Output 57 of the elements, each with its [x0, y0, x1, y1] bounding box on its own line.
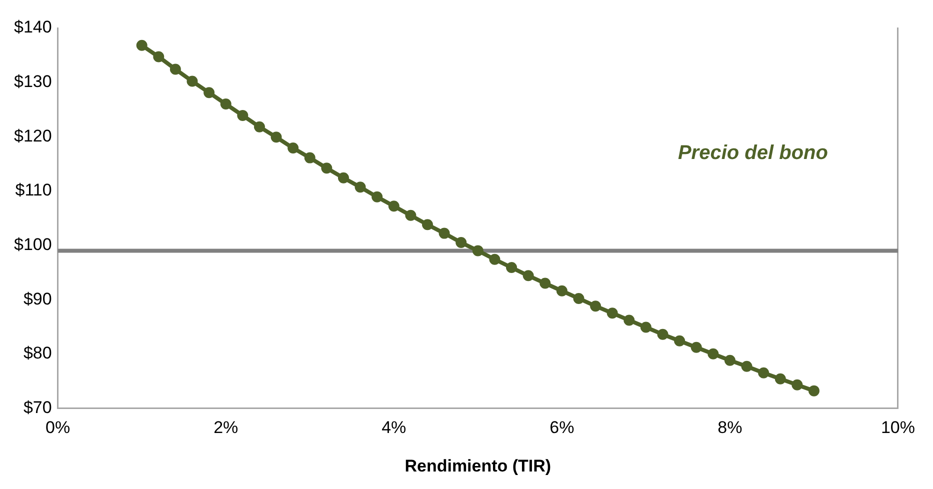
y-tick-label: $120: [14, 126, 52, 146]
point: [758, 367, 770, 378]
point: [220, 98, 232, 110]
point: [590, 300, 602, 312]
point: [186, 76, 198, 87]
point: [657, 328, 668, 340]
point: [573, 292, 584, 304]
point: [388, 200, 400, 212]
y-tick-label: $100: [14, 234, 52, 254]
point: [540, 278, 551, 289]
x-tick-label: 2%: [214, 418, 238, 438]
point: [606, 308, 618, 319]
point: [774, 373, 786, 384]
point: [690, 342, 702, 353]
point: [489, 254, 500, 265]
point: [136, 40, 148, 51]
y-tick-label: $140: [14, 18, 52, 37]
text: Precio del bono: [678, 142, 828, 164]
point: [472, 245, 484, 256]
x-tick-label: 0%: [46, 418, 70, 438]
point: [741, 360, 752, 372]
x-axis-title: Rendimiento (TIR): [404, 456, 552, 476]
point: [808, 385, 820, 396]
y-tick-label: $90: [23, 289, 52, 308]
point: [724, 354, 736, 366]
point: [640, 322, 652, 333]
point: [321, 162, 332, 174]
point: [204, 87, 215, 98]
x-tick-label: 4%: [382, 418, 406, 438]
x-tick-label: 10%: [880, 418, 916, 438]
y-tick-label: $70: [23, 398, 52, 417]
point: [270, 132, 282, 143]
point: [170, 64, 181, 75]
point: [792, 379, 803, 390]
point: [372, 191, 383, 202]
y-tick-label: $130: [14, 72, 52, 91]
point: [422, 219, 433, 230]
y-tick-label: $80: [23, 344, 52, 363]
point: [338, 172, 349, 184]
point: [354, 182, 366, 193]
point: [405, 210, 416, 221]
point: [288, 142, 299, 154]
point: [237, 110, 248, 121]
point: [624, 314, 635, 326]
x-tick-label: 8%: [718, 418, 742, 438]
point: [708, 348, 719, 360]
point: [556, 285, 568, 296]
point: [674, 335, 686, 346]
point: [456, 237, 467, 248]
point: [506, 262, 518, 274]
y-tick-label: $110: [15, 180, 52, 200]
x-tick-label: 6%: [550, 418, 574, 438]
point: [153, 51, 164, 62]
point: [438, 228, 450, 239]
point: [522, 270, 534, 282]
point: [304, 152, 316, 164]
point: [254, 121, 265, 132]
